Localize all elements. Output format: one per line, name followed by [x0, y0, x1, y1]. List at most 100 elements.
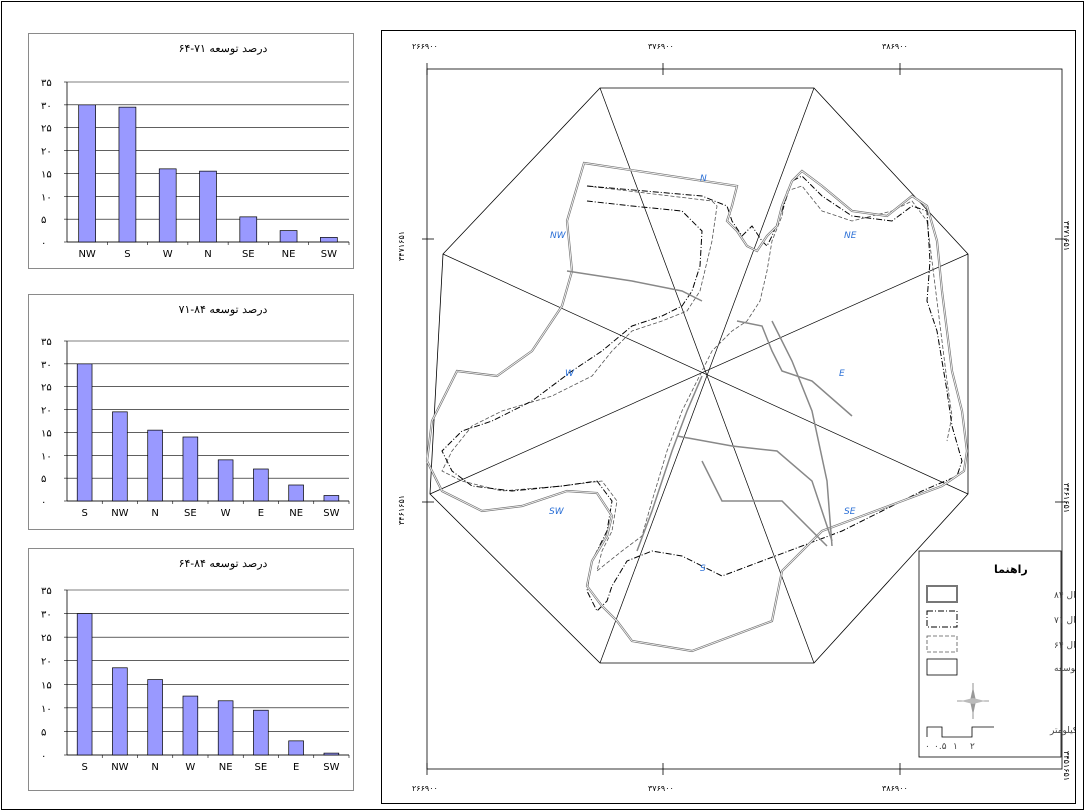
bar-s — [76, 613, 93, 756]
scale-tick-05: ۰.۵ — [934, 742, 947, 752]
direction-octagon — [429, 87, 969, 664]
legend-item-1364: حریم سال ۶۴ — [1054, 641, 1075, 651]
bar-n — [147, 429, 163, 502]
x-tick-label: S — [81, 508, 87, 519]
legend-item-1371: حریم سال ۷۱ — [1054, 616, 1075, 626]
legend-swatch-1371 — [926, 610, 958, 628]
x-tick-label: W — [163, 249, 173, 260]
x-tick-label: SE — [184, 508, 197, 519]
x-tick-label: NE — [289, 508, 303, 519]
y-tick-label: ۳۵ — [41, 78, 52, 89]
x-tick-label: S — [81, 762, 87, 773]
internal-roads — [566, 270, 853, 552]
bar-nw — [112, 667, 128, 756]
x-tick-label: NW — [111, 508, 128, 519]
coord-right-1: ۳۴۷۱۶۵۱ — [1062, 221, 1071, 251]
map-legend: راهنما حریم سال ۸۴ حریم سال ۷۱ حریم سال … — [918, 550, 1086, 758]
coord-bottom-2: ۳۷۶۹۰۰ — [648, 784, 674, 793]
legend-swatch-directions — [926, 658, 958, 676]
scale-tick-0: ۰ — [925, 742, 930, 752]
bar-s — [118, 106, 137, 243]
legend-item-1384: حریم سال ۸۴ — [1054, 591, 1075, 601]
y-tick-label: ۱۰ — [41, 704, 52, 715]
direction-spokes — [429, 87, 969, 664]
map-panel: ۲۶۶۹۰۰ ۳۷۶۹۰۰ ۳۸۶۹۰۰ ۲۶۶۹۰۰ ۳۷۶۹۰۰ ۳۸۶۹۰… — [381, 30, 1086, 804]
y-tick-label: ۱۵ — [41, 680, 52, 691]
x-tick-label: NW — [111, 762, 128, 773]
coord-right-3: ۳۴۵۱۶۵۱ — [1062, 751, 1071, 781]
bar-n — [199, 170, 217, 243]
coord-left-1: ۳۴۷۱۶۵۱ — [397, 231, 406, 261]
dir-label-w: W — [565, 369, 575, 379]
coord-right-2: ۳۴۶۱۶۵۱ — [1062, 483, 1071, 513]
bar-sw — [320, 237, 338, 243]
x-tick-label: W — [185, 762, 195, 773]
y-tick-label: ۵ — [41, 474, 46, 485]
scale-bar — [926, 726, 994, 738]
coord-ticks — [422, 63, 1067, 775]
boundary-1384-inner — [426, 162, 968, 652]
scale-tick-1: ۱ — [953, 742, 958, 752]
y-tick-label: ۲۰ — [41, 147, 52, 158]
y-tick-label: ۲۵ — [41, 124, 52, 135]
dir-label-se: SE — [844, 507, 856, 517]
chart-2-svg: درصد توسعه ۸۴-۷۱ ۰ ۵ ۱۰ ۱۵ ۲۰ ۲۵ ۳۰ ۳۵ S NW N SE W E N… — [41, 303, 350, 519]
bar-se — [253, 709, 269, 756]
bar-w — [217, 459, 234, 502]
chart-1-title: درصد توسعه ۷۱-۶۴ — [179, 42, 268, 55]
coord-bottom-3: ۳۸۶۹۰۰ — [882, 784, 908, 793]
x-tick-label: NE — [282, 249, 296, 260]
bar-w — [182, 695, 199, 756]
x-tick-label: NW — [78, 249, 95, 260]
dir-label-ne: NE — [844, 231, 857, 241]
dir-label-s: S — [700, 564, 706, 574]
bar-ne — [279, 230, 298, 243]
x-tick-label: S — [124, 249, 130, 260]
chart-2: درصد توسعه ۸۴-۷۱ ۰ ۵ ۱۰ ۱۵ ۲۰ ۲۵ ۳۰ ۳۵ S NW N SE W E N… — [28, 294, 354, 530]
y-tick-label: ۳۰ — [41, 610, 52, 621]
dir-label-e: E — [839, 369, 845, 379]
y-tick-label: ۲۰ — [41, 406, 52, 417]
chart-3-title: درصد توسعه ۸۴-۶۴ — [179, 557, 268, 570]
chart-2-title: درصد توسعه ۸۴-۷۱ — [179, 303, 268, 316]
bar-nw — [112, 411, 128, 502]
y-tick-label: ۱۰ — [41, 192, 52, 203]
legend-title: راهنما — [994, 563, 1028, 576]
y-tick-label: ۱۰ — [41, 451, 52, 462]
y-tick-label: ۳۵ — [41, 586, 52, 597]
legend-swatch-1364 — [926, 635, 958, 653]
y-tick-label: ۰ — [41, 497, 46, 508]
y-tick-label: ۳۰ — [41, 101, 52, 112]
bar-ne — [217, 700, 234, 756]
legend-box — [918, 550, 1062, 758]
boundary-1384 — [425, 161, 969, 653]
x-tick-label: SE — [242, 249, 255, 260]
bar-w — [158, 168, 177, 243]
y-tick-label: ۰ — [41, 751, 46, 762]
legend-swatch-1384 — [926, 585, 958, 603]
bar-nw — [78, 104, 96, 243]
y-tick-label: ۲۵ — [41, 383, 52, 394]
y-tick-label: ۵ — [41, 215, 46, 226]
y-tick-label: ۱۵ — [41, 169, 52, 180]
chart-3: درصد توسعه ۸۴-۶۴ ۰ ۵ ۱۰ ۱۵ ۲۰ ۲۵ ۳۰ ۳۵ S NW N W NE SE… — [28, 548, 354, 791]
x-tick-label: SW — [321, 249, 337, 260]
x-tick-label: N — [151, 508, 158, 519]
bar-e — [253, 468, 269, 502]
map-svg: ۲۶۶۹۰۰ ۳۷۶۹۰۰ ۳۸۶۹۰۰ ۲۶۶۹۰۰ ۳۷۶۹۰۰ ۳۸۶۹۰… — [397, 42, 1086, 793]
boundary-1371 — [441, 175, 963, 612]
chart-1: درصد توسعه ۷۱-۶۴ ۰ ۵ ۱۰ ۱۵ ۲۰ ۲۵ ۳۰ ۳۵ NW S W N SE NE… — [28, 33, 354, 269]
bar-n — [147, 679, 163, 756]
x-tick-label: E — [258, 508, 264, 519]
legend-item-directions: جهات توسعه — [1054, 664, 1075, 674]
y-tick-label: ۲۰ — [41, 657, 52, 668]
dir-label-nw: NW — [550, 231, 567, 241]
x-tick-label: N — [151, 762, 158, 773]
bar-ne — [288, 484, 304, 502]
y-tick-label: ۰ — [41, 238, 46, 249]
north-arrow-icon — [957, 683, 989, 719]
x-tick-label: NE — [219, 762, 233, 773]
